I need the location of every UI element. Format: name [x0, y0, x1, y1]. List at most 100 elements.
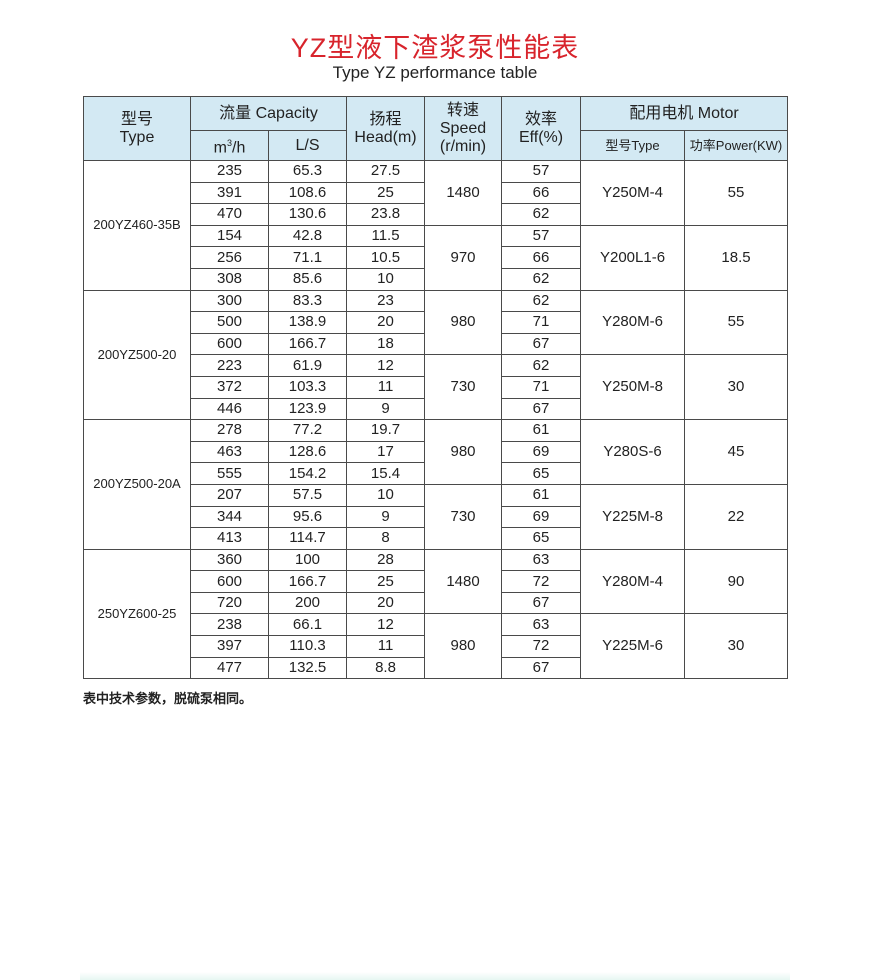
motor-power-cell: 22 [684, 483, 789, 550]
table-row: 372 103.3 11 71 [84, 375, 788, 399]
head-cell: 11 [346, 375, 426, 399]
ls-cell: 123.9 [267, 397, 348, 421]
motor-type-cell: Y280M-6 [580, 289, 686, 356]
ls-cell: 57.5 [267, 483, 348, 507]
table-row: 470 130.6 23.8 62 [84, 203, 788, 226]
header-head: 扬程 Head(m) [346, 96, 426, 161]
head-cell: 23.8 [346, 203, 426, 226]
motor-power-cell: 30 [684, 354, 789, 421]
m3h-cell: 500 [190, 311, 269, 334]
table-row: 250YZ600-25 360 100 28 1480 63 Y280M-4 90 [83, 548, 789, 680]
header-m3h: m3/h [190, 130, 269, 161]
m3h-cell: 470 [190, 203, 269, 226]
motor-type-cell: Y250M-4 [580, 160, 686, 226]
head-cell: 28 [346, 548, 426, 572]
m3h-cell: 372 [190, 375, 269, 399]
eff-cell: 66 [501, 246, 582, 269]
speed-cell: 980 [424, 419, 503, 485]
ls-cell: 114.7 [267, 527, 348, 550]
motor-type-cell: Y225M-8 [580, 483, 686, 550]
header-type: 型号 Type [83, 96, 191, 161]
ls-cell: 71.1 [267, 246, 348, 269]
ls-cell: 108.6 [267, 181, 348, 205]
bottom-strip [80, 972, 790, 980]
motor-power-cell: 30 [684, 613, 789, 680]
eff-cell: 63 [501, 613, 582, 637]
m3h-cell: 477 [190, 656, 269, 680]
speed-cell: 1480 [424, 160, 503, 226]
ls-cell: 61.9 [267, 354, 348, 377]
head-cell: 12 [346, 613, 426, 637]
eff-cell: 69 [501, 440, 582, 464]
eff-cell: 61 [501, 419, 582, 442]
ls-cell: 110.3 [267, 635, 348, 658]
m3h-cell: 235 [190, 160, 269, 183]
eff-cell: 61 [501, 483, 582, 507]
table-row: 555 154.2 15.4 65 [84, 462, 788, 485]
m3h-cell: 256 [190, 246, 269, 269]
eff-cell: 66 [501, 181, 582, 205]
speed-cell: 730 [424, 483, 503, 550]
m3h-cell: 223 [190, 354, 269, 377]
model-cell: 200YZ500-20A [83, 419, 191, 550]
head-cell: 9 [346, 505, 426, 529]
table-row: 391 108.6 25 66 [84, 181, 788, 205]
eff-cell: 62 [501, 289, 582, 313]
eff-cell: 71 [501, 375, 582, 399]
table-row: 600 166.7 18 67 [84, 332, 788, 356]
header-eff: 效率 Eff(%) [501, 96, 582, 161]
ls-cell: 166.7 [267, 332, 348, 356]
eff-cell: 57 [501, 224, 582, 248]
eff-cell: 67 [501, 332, 582, 356]
motor-type-cell: Y200L1-6 [580, 224, 686, 291]
head-cell: 23 [346, 289, 426, 313]
eff-cell: 63 [501, 548, 582, 572]
ls-cell: 103.3 [267, 375, 348, 399]
eff-cell: 72 [501, 635, 582, 658]
head-cell: 8 [346, 527, 426, 550]
motor-power-cell: 45 [684, 419, 789, 485]
speed-cell: 980 [424, 289, 503, 356]
table-row: 200YZ500-20A 278 77.2 19.7 980 61 Y280S-6 45 [83, 419, 789, 550]
head-cell: 20 [346, 311, 426, 334]
eff-cell: 65 [501, 527, 582, 550]
m3h-cell: 413 [190, 527, 269, 550]
m3h-cell: 463 [190, 440, 269, 464]
speed-cell: 730 [424, 354, 503, 421]
head-cell: 12 [346, 354, 426, 377]
ls-cell: 154.2 [267, 462, 348, 485]
performance-table: 型号 Type 流量 Capacity 扬程 Head(m) 转速 Speed (r/m… [83, 96, 789, 680]
ls-cell: 128.6 [267, 440, 348, 464]
table-row: 477 132.5 8.8 67 [84, 656, 788, 680]
table-row: 720 200 20 67 [84, 591, 788, 615]
eff-cell: 62 [501, 354, 582, 377]
ls-cell: 77.2 [267, 419, 348, 442]
m3h-cell: 391 [190, 181, 269, 205]
eff-cell: 65 [501, 462, 582, 485]
eff-cell: 72 [501, 570, 582, 593]
table-row: 200YZ460-35B 235 65.3 27.5 1480 57 Y250M-4 55 [83, 160, 789, 291]
header-motor-power: 功率Power(KW) [684, 130, 789, 161]
head-cell: 10 [346, 483, 426, 507]
model-cell: 200YZ500-20 [83, 289, 191, 421]
ls-cell: 100 [267, 548, 348, 572]
m3h-cell: 600 [190, 570, 269, 593]
m3h-cell: 397 [190, 635, 269, 658]
eff-cell: 67 [501, 656, 582, 680]
table-row: 207 57.5 10 730 61 Y225M-8 22 [84, 483, 789, 550]
m3h-cell: 278 [190, 419, 269, 442]
head-cell: 10 [346, 267, 426, 291]
m3h-cell: 720 [190, 591, 269, 615]
header-ls: L/S [267, 130, 348, 161]
page-title: YZ型液下渣浆泵性能表 [290, 33, 580, 63]
model-cell: 250YZ600-25 [83, 548, 191, 680]
head-cell: 8.8 [346, 656, 426, 680]
table-row: 463 128.6 17 69 [84, 440, 788, 464]
eff-cell: 62 [501, 203, 582, 226]
table-row: 308 85.6 10 62 [84, 267, 788, 291]
head-cell: 19.7 [346, 419, 426, 442]
page-subtitle: Type YZ performance table [332, 63, 538, 82]
ls-cell: 83.3 [267, 289, 348, 313]
ls-cell: 65.3 [267, 160, 348, 183]
eff-cell: 67 [501, 397, 582, 421]
